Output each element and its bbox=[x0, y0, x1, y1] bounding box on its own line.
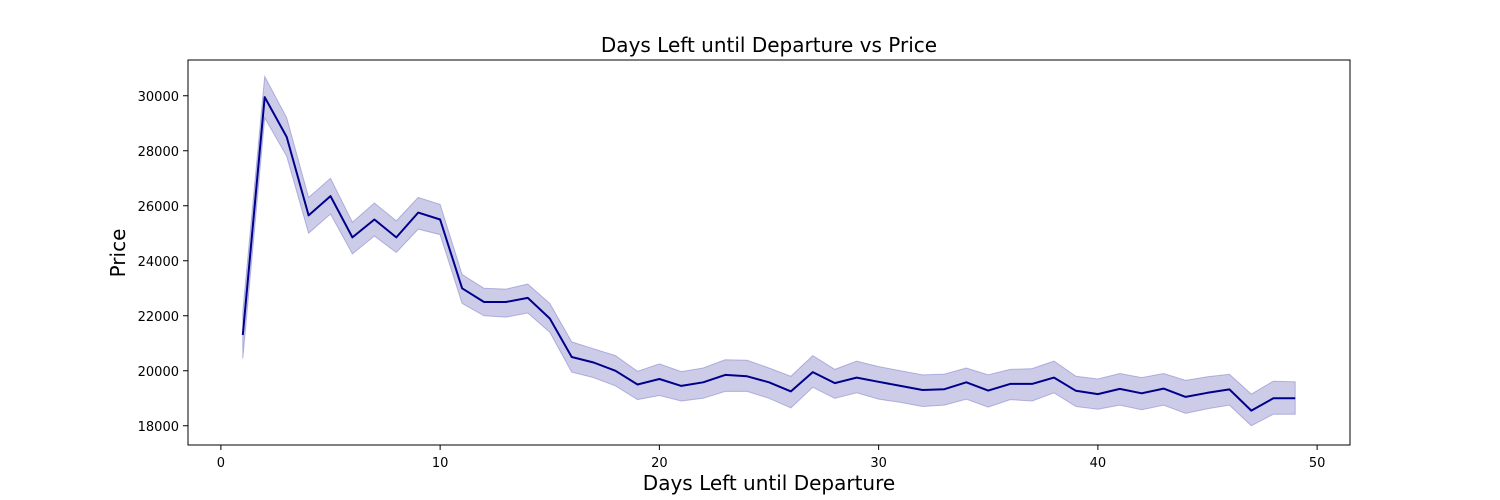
y-tick-label: 22000 bbox=[138, 310, 179, 325]
y-tick-label: 26000 bbox=[138, 200, 179, 215]
confidence-band-layer bbox=[242, 74, 1296, 427]
y-tick-label: 24000 bbox=[138, 255, 179, 270]
plot-area-frame bbox=[187, 59, 1351, 446]
chart-title: Days Left until Departure vs Price bbox=[601, 33, 937, 57]
x-tick-label: 40 bbox=[1090, 456, 1107, 471]
x-axis: 0 10 20 30 40 50 bbox=[217, 445, 1326, 471]
series-line-layer bbox=[241, 96, 1296, 412]
x-tick-label: 30 bbox=[870, 456, 887, 471]
y-tick-label: 20000 bbox=[138, 365, 179, 380]
x-tick-label: 20 bbox=[651, 456, 668, 471]
y-tick-label: 30000 bbox=[138, 90, 179, 105]
x-tick-label: 50 bbox=[1309, 456, 1326, 471]
y-tick-label: 18000 bbox=[138, 420, 179, 435]
y-axis: 18000 20000 22000 24000 26000 28000 30000 bbox=[138, 90, 188, 435]
y-axis-title: Price bbox=[106, 229, 130, 278]
x-axis-title: Days Left until Departure bbox=[643, 471, 895, 495]
confidence-band bbox=[242, 74, 1296, 427]
y-tick-label: 28000 bbox=[138, 145, 179, 160]
x-tick-label: 0 bbox=[217, 456, 225, 471]
x-tick-label: 10 bbox=[432, 456, 449, 471]
price-line bbox=[241, 96, 1296, 412]
